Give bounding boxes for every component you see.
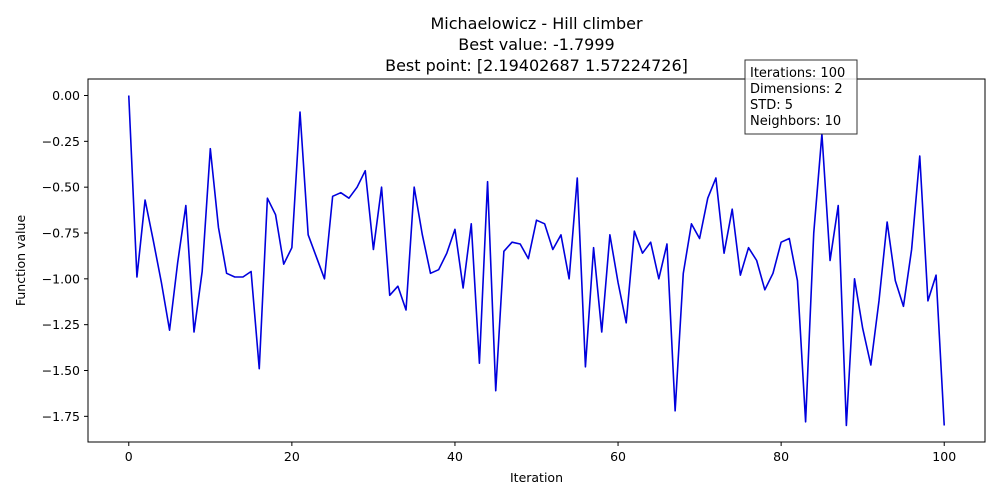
x-axis-ticks: 0 20 40 60 80 100 (125, 442, 956, 464)
x-tick-label: 20 (284, 449, 300, 464)
x-tick-label: 80 (773, 449, 789, 464)
series-line (127, 95, 946, 427)
info-box-line-0: Iterations: 100 (750, 66, 845, 81)
y-tick-label: −0.25 (42, 134, 80, 149)
chart-title-line-2: Best point: [2.19402687 1.57224726] (385, 56, 688, 75)
x-tick-label: 40 (447, 449, 463, 464)
info-box-line-3: Neighbors: 10 (750, 114, 841, 129)
info-box-line-2: STD: 5 (750, 98, 793, 113)
y-tick-label: −0.75 (42, 226, 80, 241)
y-tick-label: −1.25 (42, 317, 80, 332)
info-box-line-1: Dimensions: 2 (750, 82, 843, 97)
x-axis-label: Iteration (510, 470, 563, 485)
plot-frame (87, 78, 986, 443)
x-tick-label: 0 (125, 449, 133, 464)
x-tick-label: 60 (610, 449, 626, 464)
y-axis-label: Function value (13, 215, 28, 307)
chart-title-line-1: Best value: -1.7999 (458, 35, 614, 54)
y-tick-label: −1.00 (42, 271, 80, 286)
plot-area: 0 20 40 60 80 100 0.00 −0.25 −0.50 −0.75 −1.00 −1.… (42, 78, 986, 464)
y-tick-label: −1.75 (42, 409, 80, 424)
chart-title-line-0: Michaelowicz - Hill climber (430, 14, 642, 33)
x-tick-label: 100 (932, 449, 956, 464)
info-box-frame (744, 59, 858, 135)
y-tick-label: −0.50 (42, 180, 80, 195)
y-axis-ticks: 0.00 −0.25 −0.50 −0.75 −1.00 −1.25 −1.50 −1.75 (42, 88, 88, 424)
y-tick-label: −1.50 (42, 363, 80, 378)
y-tick-label: 0.00 (52, 88, 80, 103)
chart-title-group: Michaelowicz - Hill climber Best value: -… (385, 14, 688, 75)
